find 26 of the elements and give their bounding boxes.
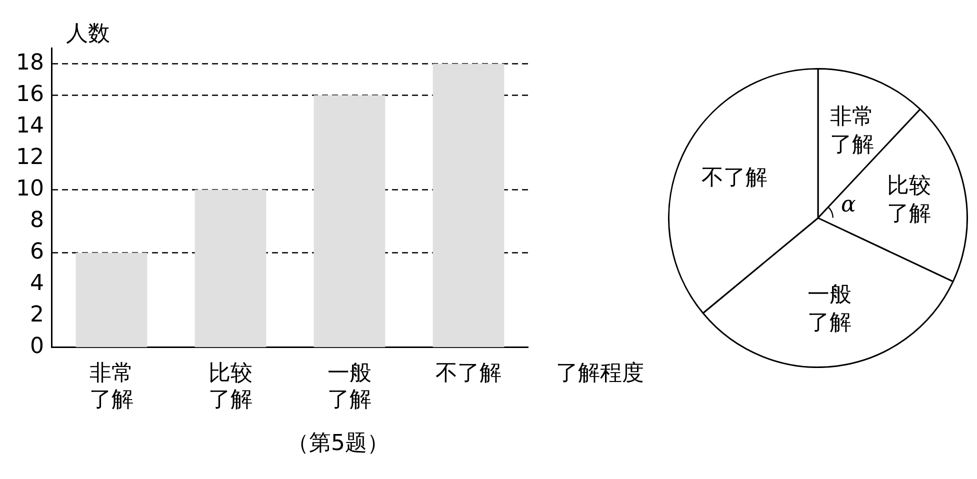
slice-label: 一般了解 <box>808 282 852 336</box>
y-tick-label: 2 <box>30 302 44 328</box>
y-tick-label: 18 <box>16 50 44 76</box>
bar <box>194 190 266 348</box>
bar <box>76 252 148 348</box>
text: （第5题） <box>286 430 390 458</box>
bar <box>432 64 504 348</box>
y-tick-label: 6 <box>30 239 44 264</box>
x-tick-label: 比较了解 <box>208 361 252 413</box>
slice-label: 比较了解 <box>886 173 931 226</box>
x-tick-label: 不了解 <box>436 361 502 386</box>
y-axis-title: 人数 <box>66 22 110 47</box>
x-axis-title: 了解程度 <box>556 360 644 386</box>
y-tick-label: 12 <box>16 144 44 170</box>
y-tick-label: 14 <box>16 113 44 138</box>
y-tick-label: 8 <box>30 208 44 233</box>
slice-label: 不了解 <box>701 165 768 190</box>
x-tick-label: 一般了解 <box>328 361 372 413</box>
text: α <box>840 192 856 218</box>
x-tick-label: 非常了解 <box>89 361 134 413</box>
y-tick-label: 0 <box>30 334 44 359</box>
y-tick-label: 4 <box>30 270 44 296</box>
slice-label: 非常了解 <box>830 104 874 158</box>
bar <box>314 95 386 348</box>
y-tick-label: 10 <box>16 176 44 202</box>
y-tick-label: 16 <box>16 82 44 107</box>
